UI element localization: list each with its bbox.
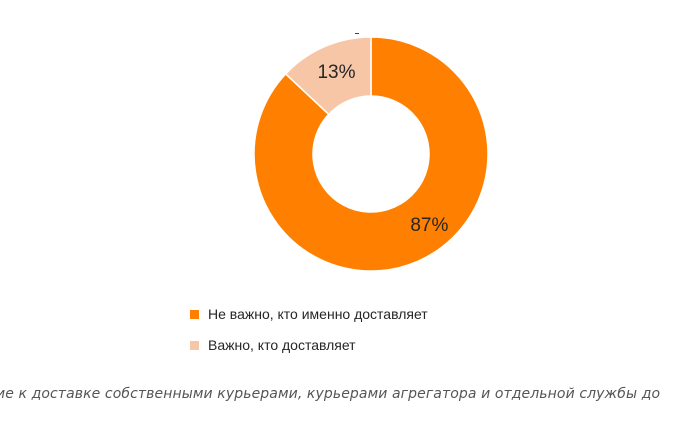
legend-item-important: Важно, кто доставляет (190, 336, 428, 354)
legend-item-not-important: Не важно, кто именно доставляет (190, 305, 428, 323)
top-tick-mark (355, 33, 359, 34)
slice-important (284, 36, 372, 116)
legend-swatch-not-important (190, 309, 199, 319)
slice-label-important: 13% (317, 62, 355, 83)
figure-caption: ие к доставке собственными курьерами, ку… (0, 386, 661, 402)
slice-label-not-important: 87% (410, 215, 448, 236)
slices-group (253, 36, 489, 272)
chart-legend: Не важно, кто именно доставляет Важно, к… (190, 305, 428, 367)
legend-label-important: Важно, кто доставляет (208, 337, 356, 353)
legend-label-not-important: Не важно, кто именно доставляет (208, 306, 428, 322)
slice-not-important (253, 36, 489, 272)
legend-swatch-important (190, 340, 199, 350)
